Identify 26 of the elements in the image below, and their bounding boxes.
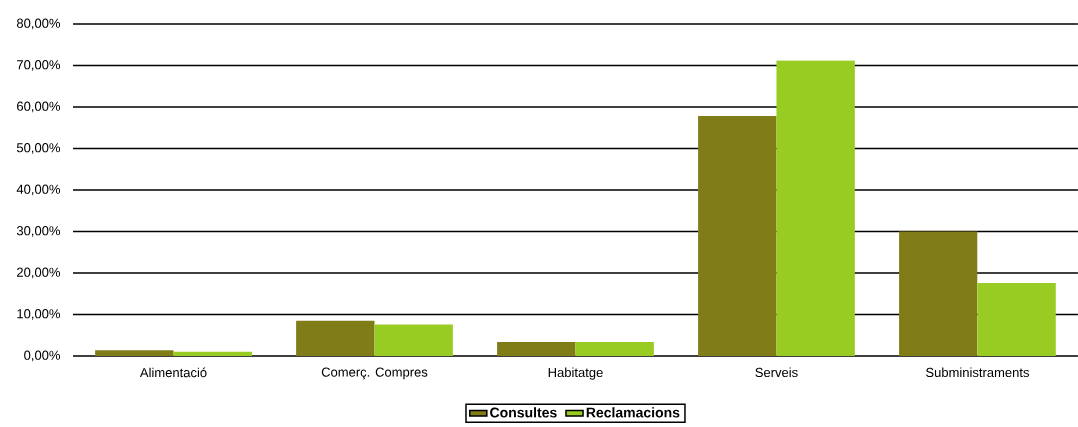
x-tick-label: Alimentació [139, 367, 207, 378]
legend-label: Reclamacions [586, 407, 680, 418]
y-tick-label: 40,00% [16, 184, 61, 196]
bar [776, 60, 855, 356]
bar [698, 116, 777, 356]
legend-label: Consultes [490, 407, 557, 418]
bar [899, 231, 978, 356]
y-tick-label: 0,00% [24, 350, 61, 362]
x-tick-label: Comerç. Compres [321, 367, 428, 380]
y-tick-label: 10,00% [17, 309, 61, 320]
bar [95, 350, 174, 356]
y-tick-label: 20,00% [17, 267, 61, 279]
y-tick-label: 80,00% [16, 18, 61, 30]
bar [977, 282, 1056, 356]
bar [497, 341, 576, 356]
bar [374, 324, 453, 356]
y-tick-label: 30,00% [16, 226, 61, 237]
x-tick-label: Habitatge [548, 367, 603, 380]
bar [173, 351, 252, 356]
x-tick-label: Subministraments [926, 367, 1029, 378]
y-tick-label: 50,00% [16, 143, 61, 154]
bar [575, 341, 654, 356]
y-tick-label: 70,00% [17, 60, 61, 71]
y-tick-label: 60,00% [17, 101, 61, 113]
bar [296, 320, 375, 356]
x-tick-label: Serveis [755, 367, 798, 378]
